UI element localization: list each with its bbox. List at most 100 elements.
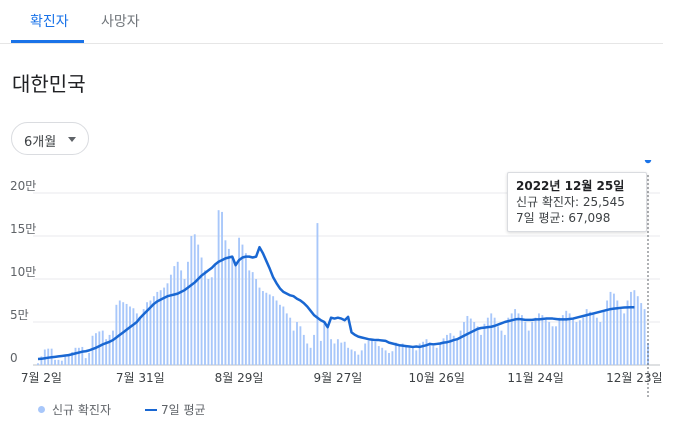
case-bar [296, 322, 298, 365]
case-bar [265, 292, 268, 365]
case-bar [180, 270, 183, 365]
case-bar [272, 296, 275, 365]
tooltip-average: 7일 평균: 67,098 [516, 211, 611, 225]
case-bar [183, 279, 186, 365]
y-axis-labels: 0 5만 10만 15만 20만 [10, 179, 36, 365]
x-tick-label: 11월 24일 [507, 371, 563, 385]
case-bar [57, 359, 60, 365]
case-bar [459, 330, 462, 365]
case-bar [221, 211, 223, 365]
case-bar [118, 300, 121, 365]
legend-item-cases: 신규 확진자 [38, 401, 111, 418]
case-bar [197, 244, 200, 365]
case-bar [408, 347, 411, 365]
case-bar [275, 300, 278, 365]
case-bar [558, 317, 561, 365]
x-tick-label: 7월 2일 [21, 371, 62, 385]
case-bar [602, 311, 605, 365]
case-bar [483, 323, 486, 365]
case-bar [350, 349, 353, 365]
case-bar [463, 322, 465, 365]
case-bar [159, 290, 162, 365]
case-bar [599, 322, 602, 365]
legend-dot-icon [38, 406, 45, 413]
x-tick-label: 7월 31일 [116, 371, 165, 385]
data-tooltip: 2022년 12월 25일 신규 확진자: 25,545 7일 평균: 67,0… [507, 172, 647, 232]
case-bar [234, 261, 237, 365]
case-bar [210, 277, 213, 365]
case-bar [398, 344, 401, 365]
case-bar [163, 287, 166, 365]
case-bar [592, 313, 595, 365]
case-bar [40, 356, 43, 365]
case-bar [548, 322, 551, 365]
case-bar [572, 317, 574, 365]
case-bar [214, 263, 217, 365]
case-bar [442, 338, 445, 365]
case-bar [388, 352, 390, 365]
case-bar [108, 334, 111, 365]
active-tab-indicator [11, 40, 84, 43]
case-bar [238, 237, 240, 365]
cases-chart: 0 5만 10만 15만 20만 7월 2일 7월 31일 8월 29일 9월 27일 10월 … [10, 160, 663, 398]
case-bar [98, 331, 101, 365]
case-bar [589, 311, 592, 365]
hover-point[interactable] [643, 160, 653, 165]
case-bars [37, 210, 649, 365]
case-bar [81, 346, 84, 365]
y-tick-label: 5만 [10, 308, 29, 322]
case-bar [439, 343, 442, 365]
tab-deaths[interactable]: 사망자 [101, 14, 140, 30]
case-bar [146, 302, 148, 365]
case-bar [152, 296, 155, 365]
case-bar [507, 317, 510, 365]
case-bar [630, 291, 632, 365]
case-bar [224, 240, 227, 365]
case-bar [176, 261, 179, 365]
case-bar [527, 330, 530, 365]
case-bar [619, 309, 622, 365]
case-bar [193, 234, 196, 365]
case-bar [490, 313, 493, 365]
tab-cases[interactable]: 확진자 [30, 14, 69, 30]
case-bar [609, 291, 612, 365]
case-bar [112, 330, 114, 365]
case-bar [125, 303, 128, 365]
case-bar [316, 223, 319, 365]
case-bar [231, 257, 234, 365]
case-bar [381, 347, 384, 365]
case-bar [473, 322, 476, 365]
case-bar [357, 354, 360, 365]
case-bar [187, 261, 189, 365]
case-bar [217, 210, 220, 365]
legend-label-average: 7일 평균 [161, 403, 206, 417]
case-bar [74, 347, 77, 365]
case-bar [67, 353, 70, 365]
tooltip-cases: 신규 확진자: 25,545 [516, 195, 625, 209]
time-range-dropdown[interactable]: 6개월 [11, 122, 89, 155]
case-bar [456, 339, 459, 365]
case-bar [200, 257, 203, 365]
case-bar [330, 339, 333, 365]
case-bar [643, 309, 646, 365]
case-bar [384, 350, 387, 365]
case-bar [555, 326, 557, 365]
x-axis-labels: 7월 2일 7월 31일 8월 29일 9월 27일 10월 26일 11월 24일 12월… [21, 371, 663, 385]
case-bar [88, 352, 91, 365]
case-bar [364, 343, 367, 365]
case-bar [469, 318, 472, 365]
case-bar [640, 303, 643, 365]
case-bar [169, 274, 172, 365]
case-bar [347, 347, 350, 365]
case-bar [248, 270, 251, 365]
case-bar [323, 323, 326, 365]
case-bar [333, 343, 336, 365]
region-title: 대한민국 [12, 72, 86, 96]
case-bar [105, 339, 108, 365]
case-bar [360, 350, 363, 365]
case-bar [285, 313, 288, 365]
case-bar [319, 340, 322, 365]
case-bar [446, 334, 448, 365]
case-bar [647, 343, 649, 365]
tab-bar: 확진자 사망자 [0, 0, 663, 44]
